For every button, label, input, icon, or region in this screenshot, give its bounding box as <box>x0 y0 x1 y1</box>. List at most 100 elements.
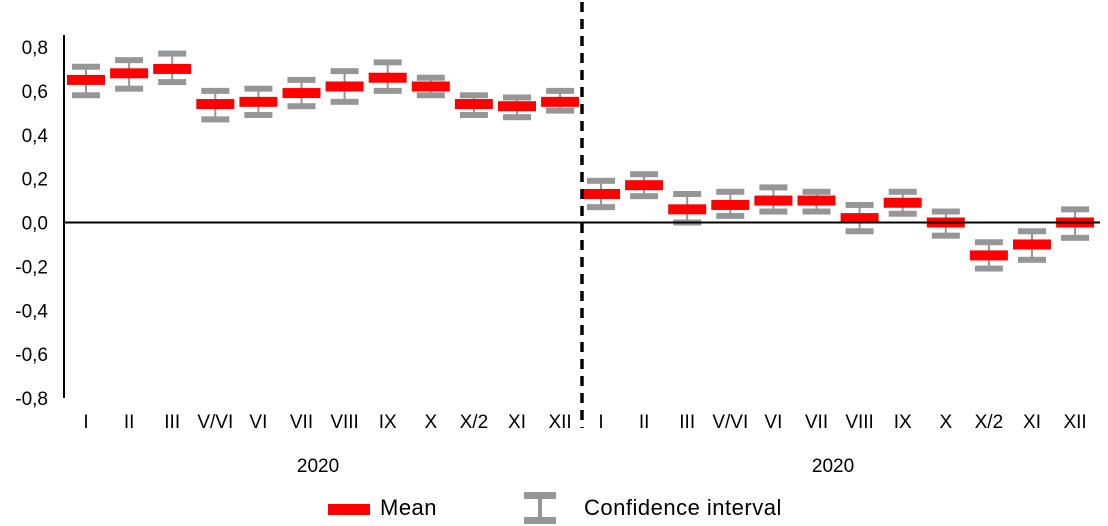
ci-lower-cap <box>802 208 831 215</box>
ci-lower-cap <box>931 232 960 239</box>
ci-lower-cap <box>1018 256 1046 263</box>
mean-marker <box>797 195 836 206</box>
ci-upper-cap <box>802 188 831 195</box>
ci-upper-cap <box>373 59 402 66</box>
ci-lower-cap <box>716 212 745 219</box>
ci-lower-cap <box>158 79 187 86</box>
ci-lower-cap <box>888 210 917 217</box>
ci-lower-cap <box>503 114 531 121</box>
chart-plot: 0,80,60,40,20,0-0,2-0,4-0,6-0,8 I II III V/… <box>15 2 1100 477</box>
ci-upper-cap <box>759 184 788 191</box>
x-tick-label: V/VI <box>197 412 233 433</box>
ci-upper-cap <box>1061 206 1090 213</box>
mean-marker <box>67 74 105 85</box>
x-tick-label: IX <box>379 412 397 433</box>
mean-marker <box>196 99 235 110</box>
y-tick-label: -0,6 <box>15 345 48 366</box>
mean-marker <box>969 250 1008 261</box>
x-tick-label: X <box>424 412 437 433</box>
x-tick-label: III <box>679 412 695 433</box>
ci-upper-cap <box>459 92 488 99</box>
ci-lower-cap <box>72 92 100 99</box>
legend-item-mean: Mean <box>328 490 437 526</box>
y-tick-label: 0,0 <box>22 214 48 235</box>
ci-lower-cap <box>244 112 273 119</box>
ci-lower-cap <box>330 98 359 105</box>
ci-lower-cap <box>845 228 874 235</box>
legend: Mean Confidence interval <box>0 490 1108 526</box>
y-tick-label: -0,4 <box>15 301 48 322</box>
y-tick-label: 0,4 <box>22 126 49 147</box>
mean-marker <box>883 197 922 208</box>
x-tick-label: XII <box>548 412 571 433</box>
ci-upper-cap <box>1018 228 1046 235</box>
x-tick-label: X <box>939 412 952 433</box>
ci-upper-cap <box>546 87 575 94</box>
ci-lower-cap <box>630 193 659 200</box>
mean-swatch-icon <box>328 504 370 515</box>
x-tick-label: V/VI <box>712 412 748 433</box>
y-tick-label: 0,8 <box>22 38 48 59</box>
x-tick-label: X/2 <box>975 412 1004 433</box>
ci-upper-cap <box>673 190 702 197</box>
y-tick-label: -0,8 <box>15 389 48 410</box>
ci-lower-cap <box>416 92 445 99</box>
ci-upper-cap <box>888 188 917 195</box>
legend-label-confidence-interval: Confidence interval <box>584 495 782 520</box>
y-tick-label: 0,6 <box>22 82 48 103</box>
x-group-labels: 2020 2020 <box>297 456 854 477</box>
x-tick-label: II <box>124 412 135 433</box>
legend-item-confidence-interval: Confidence interval <box>522 490 782 526</box>
ci-upper-cap <box>158 50 187 57</box>
mean-marker <box>668 204 707 215</box>
mean-marker <box>582 188 620 199</box>
ci-upper-cap <box>287 76 316 83</box>
legend-label-mean: Mean <box>380 495 438 520</box>
ci-upper-cap <box>974 239 1003 246</box>
x-tick-label: III <box>164 412 180 433</box>
ci-upper-cap <box>330 68 359 75</box>
mean-marker <box>454 99 493 110</box>
ci-upper-cap <box>503 94 531 101</box>
ci-upper-cap <box>630 171 659 178</box>
x-tick-label: IX <box>894 412 912 433</box>
mean-marker <box>411 81 450 92</box>
mean-marker <box>754 195 793 206</box>
ci-upper-cap <box>587 177 615 184</box>
confidence-interval-swatch-icon <box>524 492 556 524</box>
mean-marker <box>625 180 664 191</box>
x-group-label: 2020 <box>812 456 854 477</box>
ci-upper-cap <box>115 57 144 64</box>
x-tick-label: VI <box>249 412 267 433</box>
x-tick-label: I <box>83 412 88 433</box>
ci-upper-cap <box>72 63 100 70</box>
x-tick-label: XI <box>1023 412 1041 433</box>
x-tick-label: VIII <box>845 412 874 433</box>
ci-upper-cap <box>931 208 960 215</box>
mean-marker <box>541 96 580 107</box>
x-tick-label: X/2 <box>460 412 489 433</box>
x-tick-label: I <box>598 412 603 433</box>
mean-marker <box>153 63 192 74</box>
mean-marker <box>498 101 536 112</box>
ci-lower-cap <box>201 116 230 123</box>
y-tick-label: 0,2 <box>22 170 48 191</box>
mean-marker <box>325 81 364 92</box>
mean-marker <box>239 96 278 107</box>
ci-upper-cap <box>845 201 874 208</box>
mean-marker <box>840 213 879 224</box>
ci-lower-cap <box>1061 234 1090 241</box>
ci-lower-cap <box>373 87 402 94</box>
ci-lower-cap <box>115 85 144 92</box>
mean-marker <box>282 88 321 99</box>
ci-lower-cap <box>459 112 488 119</box>
ci-upper-cap <box>201 87 230 94</box>
y-tick-label: -0,2 <box>15 257 48 278</box>
ci-upper-cap <box>416 74 445 81</box>
x-tick-label: VII <box>290 412 313 433</box>
x-tick-label: VIII <box>330 412 359 433</box>
x-tick-label: II <box>639 412 650 433</box>
mean-marker <box>1013 239 1051 250</box>
x-group-label: 2020 <box>297 456 339 477</box>
mean-marker <box>110 68 149 79</box>
